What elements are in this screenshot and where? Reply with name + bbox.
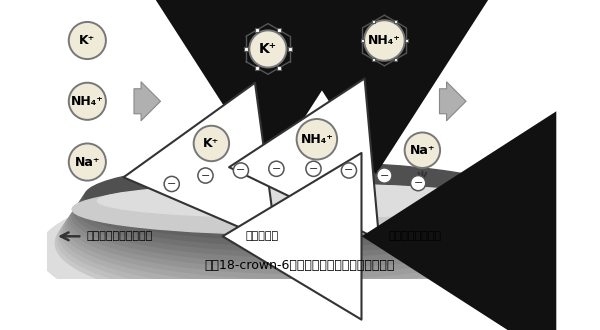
Bar [255, 66, 259, 70]
Text: −: − [413, 178, 423, 188]
Ellipse shape [72, 170, 528, 262]
Ellipse shape [70, 171, 530, 268]
Ellipse shape [83, 163, 517, 235]
Text: ：疏水性相互作用: ：疏水性相互作用 [389, 231, 442, 241]
Ellipse shape [59, 177, 541, 295]
Circle shape [404, 133, 440, 168]
Bar [372, 20, 375, 23]
Bar [361, 39, 364, 42]
Text: −: − [167, 179, 176, 189]
Circle shape [306, 161, 321, 176]
Bar [404, 39, 408, 42]
Text: −: − [344, 165, 353, 176]
Circle shape [69, 144, 106, 181]
Ellipse shape [38, 180, 562, 323]
FancyArrowPatch shape [134, 82, 161, 121]
Ellipse shape [85, 162, 515, 230]
Text: ：イオン交換相互作用: ：イオン交換相互作用 [86, 231, 153, 241]
Circle shape [69, 83, 106, 120]
Circle shape [198, 168, 213, 183]
Text: −: − [201, 171, 210, 181]
Circle shape [250, 30, 286, 68]
Ellipse shape [79, 166, 521, 246]
FancyArrowPatch shape [439, 82, 466, 121]
Text: NH₄⁺: NH₄⁺ [71, 95, 104, 108]
Ellipse shape [72, 184, 528, 235]
Circle shape [164, 176, 179, 192]
Bar [288, 47, 292, 50]
Bar [277, 66, 281, 70]
Text: Na⁺: Na⁺ [74, 155, 100, 169]
Text: Na⁺: Na⁺ [410, 144, 435, 157]
Ellipse shape [62, 176, 538, 290]
Circle shape [69, 22, 106, 59]
Text: −: − [380, 171, 389, 181]
Ellipse shape [55, 180, 545, 306]
Bar [394, 58, 397, 61]
Ellipse shape [80, 165, 520, 241]
Text: K⁺: K⁺ [259, 42, 277, 56]
Circle shape [194, 126, 229, 161]
Circle shape [410, 176, 426, 191]
Bar [394, 20, 397, 23]
Text: K⁺: K⁺ [203, 137, 220, 150]
Bar [244, 47, 248, 50]
Ellipse shape [66, 174, 534, 279]
Text: 図〉18-crown-6を添加した溶離液での相互作用: 図〉18-crown-6を添加した溶離液での相互作用 [205, 259, 395, 272]
Circle shape [377, 168, 392, 183]
Ellipse shape [76, 167, 524, 251]
Ellipse shape [64, 175, 536, 284]
Ellipse shape [68, 172, 532, 274]
Circle shape [364, 20, 404, 61]
Circle shape [269, 161, 284, 176]
Text: NH₄⁺: NH₄⁺ [301, 133, 334, 146]
Text: ：包接作用: ：包接作用 [245, 231, 278, 241]
Text: −: − [272, 164, 281, 174]
Bar [277, 28, 281, 32]
Circle shape [296, 119, 337, 159]
Circle shape [341, 163, 356, 178]
Text: −: − [309, 164, 318, 174]
Text: K⁺: K⁺ [79, 34, 95, 47]
Ellipse shape [97, 184, 503, 218]
Bar [255, 28, 259, 32]
Text: −: − [236, 165, 245, 176]
Circle shape [233, 163, 248, 178]
Text: NH₄⁺: NH₄⁺ [368, 34, 401, 47]
Bar [372, 58, 375, 61]
Ellipse shape [58, 179, 542, 301]
Ellipse shape [74, 168, 526, 257]
